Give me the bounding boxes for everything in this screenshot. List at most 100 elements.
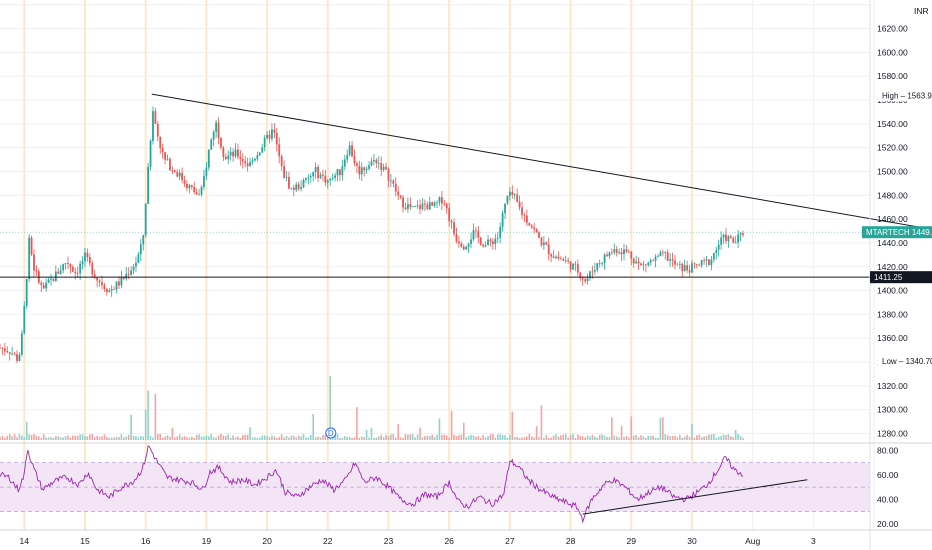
candle-body [220, 138, 222, 148]
price-tick-label: 1400.00 [877, 286, 908, 296]
volume-bar [154, 394, 157, 440]
volume-bar [317, 436, 319, 440]
horizontal-line-tag-text: 1411.25 [874, 273, 903, 282]
candle-body [627, 251, 630, 253]
volume-bar [499, 434, 501, 440]
candle-body [283, 165, 285, 178]
volume-bar [358, 437, 361, 440]
candle-body [470, 239, 472, 244]
candle-body [33, 254, 35, 271]
volume-bar [295, 437, 298, 440]
rsi-tick-label: 80.00 [877, 445, 899, 455]
volume-bar [191, 436, 193, 440]
volume-bar [467, 435, 470, 440]
candle-body [426, 204, 429, 210]
volume-bar [329, 375, 332, 440]
candle-body [115, 281, 118, 290]
candle-body [271, 129, 273, 139]
price-tick-label: 1360.00 [877, 333, 908, 343]
candle-body [139, 244, 142, 255]
candle-body [589, 271, 591, 279]
candle-body [351, 145, 353, 157]
candle-body [215, 122, 217, 132]
candle-body [479, 237, 482, 245]
candle-body [232, 151, 234, 157]
volume-bar [530, 436, 533, 440]
price-tick-label: 1280.00 [877, 428, 908, 438]
dividend-marker-label: D [328, 429, 334, 438]
candle-body [717, 244, 720, 250]
candle-body [20, 333, 23, 355]
candle-body [210, 139, 213, 150]
candle-body [348, 145, 351, 155]
volume-bar [23, 437, 26, 440]
candle-body [555, 256, 557, 259]
volume-bar [263, 435, 266, 440]
time-axis[interactable]: 14 15 16 19 20 22 23 26 27 28 29 30 Aug 3 [20, 536, 816, 546]
candle-body [98, 280, 101, 283]
candle-body [273, 129, 276, 133]
volume-bar [346, 437, 349, 440]
volume-bar [618, 437, 620, 440]
date-tick-label: Aug [745, 536, 760, 546]
candle-body [518, 201, 521, 208]
low-tag-bg [878, 355, 932, 368]
volume-bar [518, 437, 521, 440]
drawing-lines[interactable]: D [0, 93, 932, 439]
candle-body [564, 260, 567, 262]
candle-body [67, 263, 69, 264]
volume-bar [174, 437, 176, 440]
candle-body [574, 263, 577, 265]
volume-bar [691, 424, 693, 440]
volume-bar [205, 435, 208, 440]
volume-bar [501, 435, 504, 440]
volume-bar [683, 436, 686, 440]
volume-bar [322, 435, 324, 440]
candle-body [11, 353, 14, 355]
candle-body [438, 197, 441, 203]
candle-body [331, 177, 334, 179]
candle-body [516, 194, 519, 202]
candle-body [292, 187, 295, 190]
candle-body [404, 207, 407, 209]
candle-body [606, 254, 608, 257]
volume-bar [52, 437, 55, 440]
candle-body [691, 263, 693, 273]
volume-bar [472, 435, 475, 440]
volume-bar [208, 436, 210, 440]
volume-bar [35, 435, 38, 440]
candle-body [166, 158, 169, 160]
last-price-tag-text: MTARTECH 1449.00 [866, 228, 932, 237]
volume-bar [543, 437, 545, 440]
candle-body [295, 184, 298, 190]
date-tick-label: 15 [80, 536, 90, 546]
volume-bar [258, 437, 261, 440]
candle-body [93, 274, 96, 278]
volume-bar [586, 435, 589, 440]
volume-bar [249, 427, 251, 440]
candle-body [47, 279, 50, 283]
candle-body [81, 261, 84, 264]
candle-body [669, 259, 672, 261]
candle-body [601, 262, 604, 264]
candle-body [613, 249, 616, 253]
volume-bar [285, 435, 288, 440]
volume-bar [581, 436, 584, 440]
volume-bar [676, 437, 679, 440]
volume-bar [742, 437, 744, 440]
price-tick-label: 1540.00 [877, 119, 908, 129]
candle-body [161, 147, 164, 153]
volume-bar [504, 435, 506, 440]
candles [0, 106, 744, 364]
high-tag-bg [878, 89, 932, 102]
candle-body [695, 264, 698, 265]
volume-bar [516, 436, 518, 440]
volume-bar [725, 435, 727, 440]
candle-body [496, 237, 499, 239]
candle-body [8, 352, 11, 354]
candle-body [368, 165, 370, 169]
candle-body [227, 155, 230, 160]
volume-bar [465, 437, 467, 440]
volume-bar [314, 437, 317, 440]
